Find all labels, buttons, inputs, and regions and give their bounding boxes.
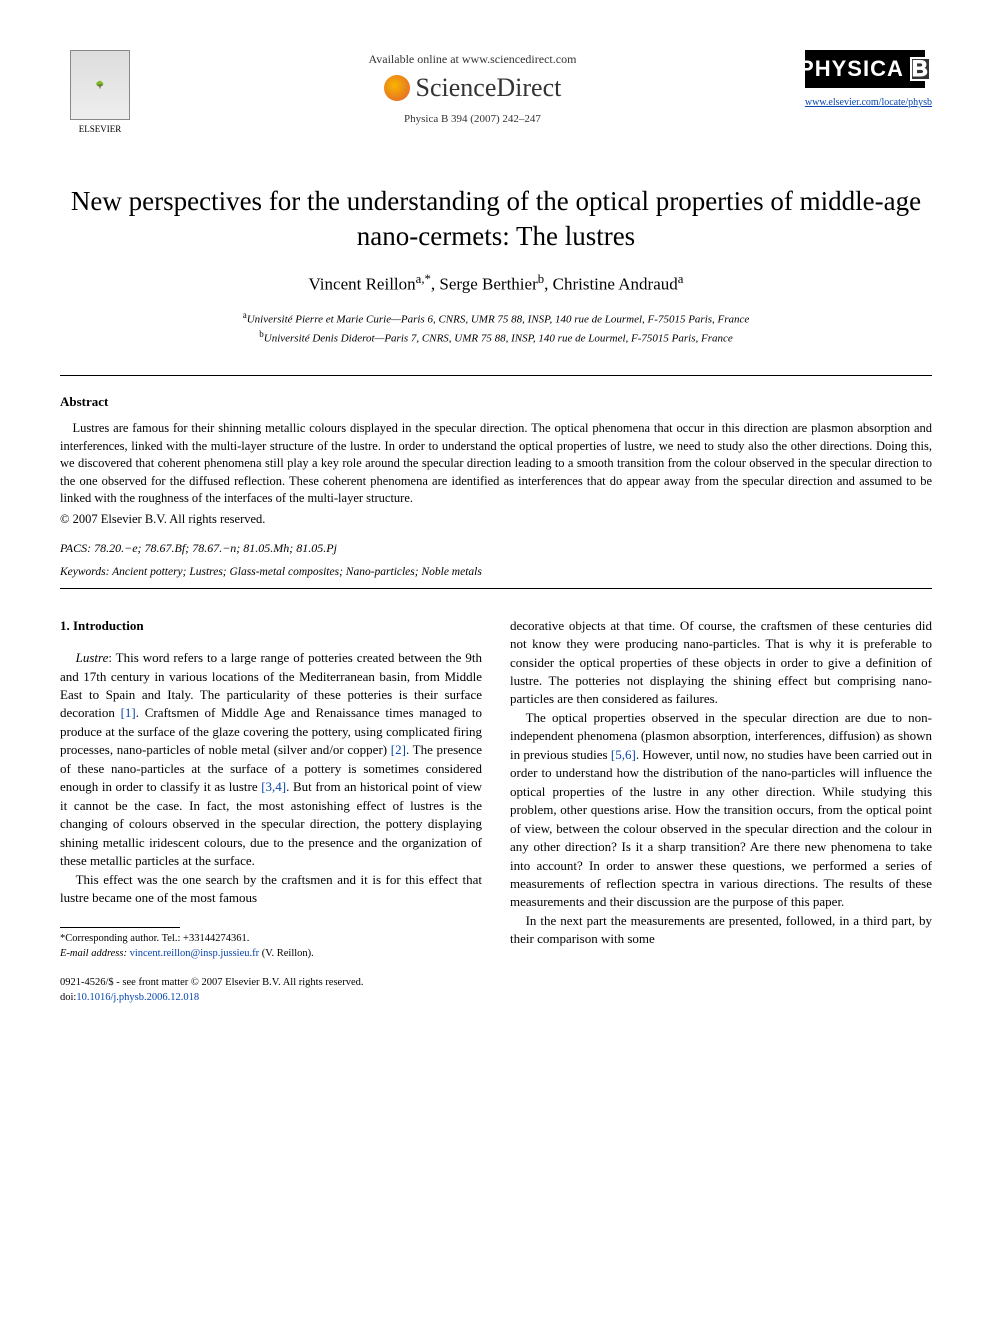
center-header: Available online at www.sciencedirect.co… bbox=[140, 50, 805, 125]
corresponding-author-note: *Corresponding author. Tel.: +3314427436… bbox=[60, 932, 482, 947]
sciencedirect-text: ScienceDirect bbox=[416, 73, 562, 103]
sciencedirect-swirl-icon bbox=[384, 75, 410, 101]
author-email-link[interactable]: vincent.reillon@insp.jussieu.fr bbox=[130, 948, 260, 959]
affiliation-b: bUniversité Denis Diderot—Paris 7, CNRS,… bbox=[60, 328, 932, 347]
footer-meta: 0921-4526/$ - see front matter © 2007 El… bbox=[60, 976, 482, 1005]
email-author-name: (V. Reillon). bbox=[262, 948, 314, 959]
intro-paragraph-3: The optical properties observed in the s… bbox=[510, 709, 932, 912]
available-online-line: Available online at www.sciencedirect.co… bbox=[140, 52, 805, 67]
physica-logo: PHYSICA B bbox=[805, 50, 925, 88]
keywords-list: Ancient pottery; Lustres; Glass-metal co… bbox=[112, 566, 482, 578]
affiliation-a: aUniversité Pierre et Marie Curie—Paris … bbox=[60, 309, 932, 328]
pacs-codes: 78.20.−e; 78.67.Bf; 78.67.−n; 81.05.Mh; … bbox=[94, 541, 337, 555]
keywords-line: Keywords: Ancient pottery; Lustres; Glas… bbox=[60, 566, 932, 578]
divider-bottom bbox=[60, 588, 932, 589]
footnotes: *Corresponding author. Tel.: +3314427436… bbox=[60, 932, 482, 961]
body-columns: 1. Introduction Lustre: This word refers… bbox=[60, 617, 932, 1006]
email-label: E-mail address: bbox=[60, 948, 127, 959]
sciencedirect-logo: ScienceDirect bbox=[384, 73, 562, 103]
front-matter-line: 0921-4526/$ - see front matter © 2007 El… bbox=[60, 976, 482, 991]
abstract-heading: Abstract bbox=[60, 394, 932, 410]
lustre-term: Lustre bbox=[76, 650, 109, 665]
column-left: 1. Introduction Lustre: This word refers… bbox=[60, 617, 482, 1006]
intro-paragraph-4: In the next part the measurements are pr… bbox=[510, 912, 932, 949]
publisher-name: ELSEVIER bbox=[60, 124, 140, 134]
journal-brand-box: PHYSICA B www.elsevier.com/locate/physb bbox=[805, 50, 932, 110]
physica-logo-b: B bbox=[910, 57, 931, 81]
article-title: New perspectives for the understanding o… bbox=[60, 184, 932, 254]
email-line: E-mail address: vincent.reillon@insp.jus… bbox=[60, 947, 482, 962]
footnote-divider bbox=[60, 927, 180, 928]
affiliations: aUniversité Pierre et Marie Curie—Paris … bbox=[60, 309, 932, 347]
elsevier-tree-icon: 🌳 bbox=[70, 50, 130, 120]
ref-2-link[interactable]: [2] bbox=[391, 742, 406, 757]
abstract-copyright: © 2007 Elsevier B.V. All rights reserved… bbox=[60, 512, 932, 527]
doi-label: doi: bbox=[60, 992, 76, 1003]
page-header: 🌳 ELSEVIER Available online at www.scien… bbox=[60, 50, 932, 134]
ref-3-4-link[interactable]: [3,4] bbox=[261, 779, 286, 794]
journal-homepage-link[interactable]: www.elsevier.com/locate/physb bbox=[805, 97, 932, 108]
pacs-label: PACS: bbox=[60, 541, 91, 555]
elsevier-logo: 🌳 ELSEVIER bbox=[60, 50, 140, 134]
ref-5-6-link[interactable]: [5,6] bbox=[611, 747, 636, 762]
section-1-heading: 1. Introduction bbox=[60, 617, 482, 635]
divider-top bbox=[60, 375, 932, 376]
author-list: Vincent Reillona,*, Serge Berthierb, Chr… bbox=[60, 272, 932, 295]
ref-1-link[interactable]: [1] bbox=[121, 705, 136, 720]
intro-paragraph-2-cont: decorative objects at that time. Of cour… bbox=[510, 617, 932, 709]
doi-link[interactable]: 10.1016/j.physb.2006.12.018 bbox=[76, 992, 199, 1003]
doi-line: doi:10.1016/j.physb.2006.12.018 bbox=[60, 991, 482, 1006]
intro-paragraph-2: This effect was the one search by the cr… bbox=[60, 871, 482, 908]
keywords-label: Keywords: bbox=[60, 566, 109, 578]
physica-logo-text: PHYSICA bbox=[799, 56, 904, 82]
journal-citation: Physica B 394 (2007) 242–247 bbox=[140, 113, 805, 125]
column-right: decorative objects at that time. Of cour… bbox=[510, 617, 932, 1006]
abstract-body: Lustres are famous for their shinning me… bbox=[60, 420, 932, 508]
pacs-line: PACS: 78.20.−e; 78.67.Bf; 78.67.−n; 81.0… bbox=[60, 541, 932, 556]
intro-paragraph-1: Lustre: This word refers to a large rang… bbox=[60, 649, 482, 870]
